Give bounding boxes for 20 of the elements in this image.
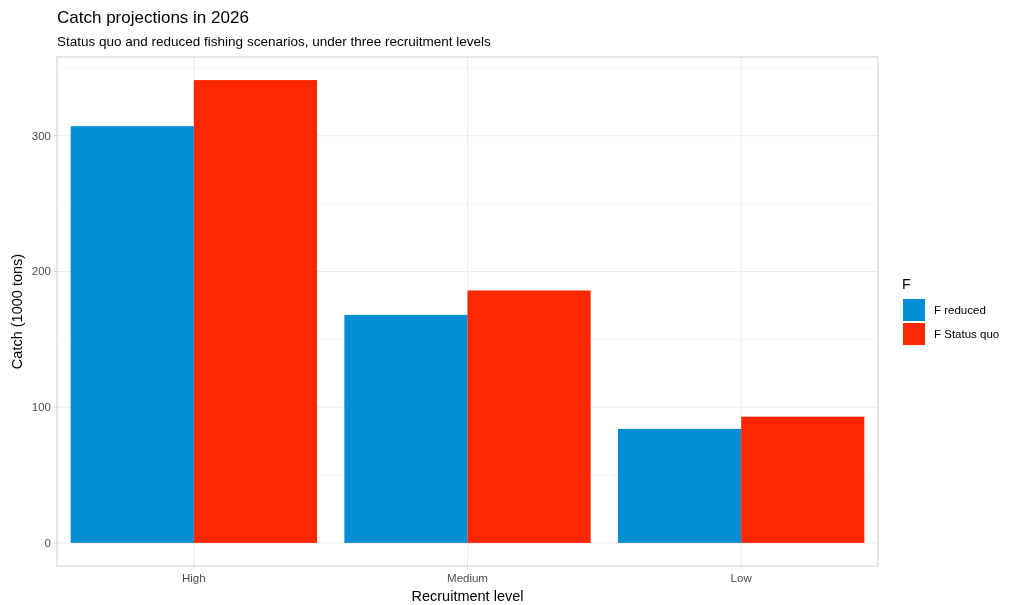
bar [193, 80, 317, 543]
legend-label: F Status quo [934, 328, 1000, 341]
bar [618, 428, 742, 543]
y-tick-label: 300 [31, 129, 51, 142]
y-tick-label: 100 [31, 401, 51, 414]
legend-label: F reduced [934, 304, 986, 317]
y-tick-label: 0 [44, 536, 51, 549]
chart-subtitle: Status quo and reduced fishing scenarios, under three recruitment levels [57, 34, 491, 49]
x-axis-title: Recruitment level [411, 588, 524, 604]
x-tick-label: High [182, 572, 206, 584]
y-axis-title: Catch (1000 tons) [9, 253, 25, 370]
legend-title: F [902, 276, 911, 292]
bar [741, 416, 865, 543]
chart-title: Catch projections in 2026 [57, 8, 249, 27]
x-tick-label: Medium [447, 572, 488, 584]
bar [70, 126, 194, 543]
y-tick-label: 200 [31, 265, 51, 278]
x-tick-label: Low [730, 572, 753, 584]
bar [467, 290, 591, 543]
bar [344, 314, 468, 543]
